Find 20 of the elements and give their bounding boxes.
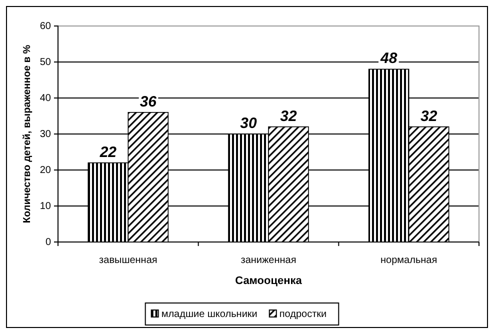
data-label: 48	[379, 50, 398, 68]
y-tick-label: 40	[40, 93, 52, 104]
data-label: 32	[420, 108, 438, 125]
data-label: 32	[280, 108, 298, 125]
x-axis-title: Самооценка	[235, 275, 303, 287]
y-tick-label: 50	[40, 57, 52, 68]
y-tick-label: 30	[40, 129, 52, 140]
y-axis-title: Количество детей, выраженное в %	[22, 44, 33, 224]
y-tick-label: 0	[45, 237, 52, 248]
y-tick-label: 20	[40, 165, 52, 176]
data-label: 22	[98, 144, 118, 161]
x-tick-label: нормальная	[380, 255, 438, 266]
data-label: 36	[140, 93, 158, 110]
data-label: 30	[240, 115, 258, 132]
legend-label: подростки	[279, 309, 327, 320]
legend-label: младшие школьники	[161, 309, 258, 320]
y-tick-label: 10	[40, 201, 52, 212]
x-tick-label: завышенная	[99, 255, 158, 266]
x-tick-label: заниженная	[240, 255, 296, 266]
y-tick-label: 60	[40, 21, 52, 32]
